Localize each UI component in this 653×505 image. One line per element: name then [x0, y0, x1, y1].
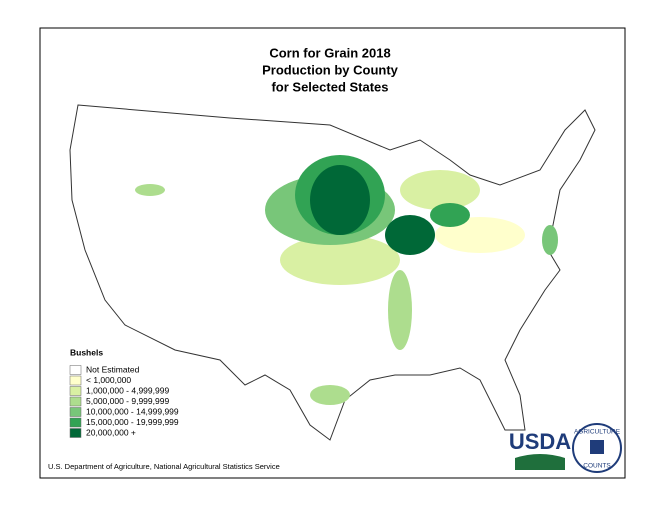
usda-logo: USDA AGRICULTURE COUNTS	[509, 423, 622, 473]
legend-swatch	[69, 407, 82, 417]
legend-label: 10,000,000 - 14,999,999	[86, 406, 179, 416]
legend-label: 5,000,000 - 9,999,999	[86, 396, 169, 406]
region	[135, 184, 165, 196]
region	[280, 235, 400, 285]
us-map	[69, 104, 596, 441]
source-note: U.S. Department of Agriculture, National…	[48, 462, 280, 471]
region	[385, 215, 435, 255]
region	[310, 165, 370, 235]
legend-swatch	[69, 365, 82, 375]
legend-label: 15,000,000 - 19,999,999	[86, 417, 179, 427]
legend-swatch	[69, 386, 82, 396]
region	[542, 225, 558, 255]
ring-bottom: COUNTS	[583, 463, 611, 470]
ring-top: AGRICULTURE	[574, 429, 621, 436]
ring-icon	[590, 440, 604, 454]
region	[400, 170, 480, 210]
legend: Bushels Not Estimated< 1,000,0001,000,00…	[69, 347, 179, 438]
legend-title: Bushels	[70, 347, 103, 357]
legend-swatch	[69, 428, 82, 438]
legend-label: < 1,000,000	[86, 375, 131, 385]
title-line: Production by County	[262, 62, 399, 77]
legend-label: Not Estimated	[86, 364, 140, 374]
legend-label: 1,000,000 - 4,999,999	[86, 385, 169, 395]
title-line: Corn for Grain 2018	[269, 45, 390, 60]
title-line: for Selected States	[271, 79, 388, 94]
legend-swatch	[69, 375, 82, 386]
region	[388, 270, 412, 350]
region	[310, 385, 350, 405]
usda-wordmark: USDA	[509, 429, 571, 454]
legend-label: 20,000,000 +	[86, 427, 136, 437]
legend-swatch	[69, 417, 82, 428]
logo-field	[515, 454, 565, 470]
legend-swatch	[69, 396, 82, 407]
region	[430, 203, 470, 227]
